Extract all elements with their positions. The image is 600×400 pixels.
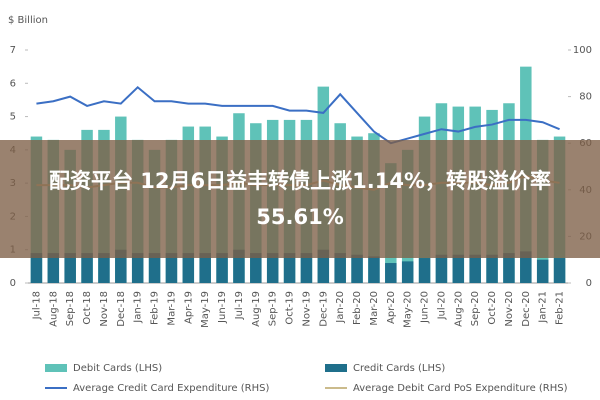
bar bbox=[165, 253, 178, 283]
bar bbox=[233, 249, 245, 283]
legend-label: Average Credit Card Expenditure (RHS) bbox=[73, 383, 269, 394]
x-tick-label: Jun-20 bbox=[420, 291, 431, 324]
bar bbox=[266, 253, 279, 283]
bar bbox=[283, 253, 296, 283]
bar bbox=[385, 263, 397, 283]
x-tick-label: Dec-18 bbox=[116, 291, 127, 327]
legend-swatch bbox=[45, 364, 67, 372]
bar bbox=[503, 253, 515, 283]
bar bbox=[115, 249, 127, 283]
x-tick-label: May-20 bbox=[403, 291, 414, 328]
bar bbox=[401, 261, 414, 283]
x-tick-label: Sep-19 bbox=[268, 291, 279, 326]
legend-label: Debit Cards (LHS) bbox=[73, 363, 162, 374]
x-tick-label: Sep-18 bbox=[65, 291, 76, 326]
x-tick-label: Nov-19 bbox=[301, 291, 312, 327]
x-tick-label: Mar-20 bbox=[369, 291, 380, 326]
y2-tick-label: 80 bbox=[579, 92, 592, 103]
x-tick-label: Jan-19 bbox=[133, 291, 144, 324]
banner-text: 55.61% bbox=[256, 205, 344, 229]
bar bbox=[300, 253, 313, 283]
y-tick-label: 7 bbox=[10, 45, 16, 56]
x-tick-label: Nov-18 bbox=[99, 291, 110, 327]
x-tick-label: Jul-18 bbox=[31, 291, 42, 320]
bar bbox=[368, 256, 380, 283]
bar bbox=[520, 251, 532, 283]
bar bbox=[553, 258, 566, 283]
line bbox=[36, 85, 560, 145]
x-tick-label: Feb-19 bbox=[150, 291, 161, 325]
x-tick-label: Apr-19 bbox=[183, 291, 194, 324]
legend-label: Average Debit Card PoS Expenditure (RHS) bbox=[353, 383, 568, 394]
bar bbox=[351, 254, 363, 283]
x-tick-label: Apr-20 bbox=[386, 291, 397, 324]
y-tick-label: 5 bbox=[10, 112, 16, 123]
bar bbox=[216, 253, 228, 283]
x-tick-label: May-19 bbox=[200, 291, 211, 328]
bar bbox=[131, 253, 144, 283]
y2-tick-label: 0 bbox=[586, 278, 592, 289]
x-tick-label: Oct-20 bbox=[487, 291, 498, 325]
x-tick-label: Oct-19 bbox=[285, 291, 296, 325]
x-tick-label: Feb-20 bbox=[352, 291, 363, 325]
y-tick-label: 0 bbox=[10, 278, 16, 289]
banner-text: 配资平台 12月6日益丰转债上涨1.14%，转股溢价率 bbox=[49, 169, 551, 193]
bar bbox=[250, 253, 262, 283]
legend-label: Credit Cards (LHS) bbox=[353, 363, 445, 374]
bar bbox=[435, 254, 448, 283]
x-tick-label: Dec-20 bbox=[521, 291, 532, 327]
bar bbox=[81, 253, 93, 283]
x-tick-label: Sep-20 bbox=[470, 291, 481, 326]
bar bbox=[98, 253, 110, 283]
x-tick-label: Nov-20 bbox=[504, 291, 515, 327]
x-tick-label: Aug-19 bbox=[251, 291, 262, 327]
bar bbox=[334, 253, 346, 283]
bar bbox=[47, 253, 60, 283]
x-tick-label: Oct-18 bbox=[82, 291, 93, 325]
bar bbox=[30, 253, 43, 283]
bar bbox=[317, 249, 330, 283]
overlay-banner: 配资平台 12月6日益丰转债上涨1.14%，转股溢价率 55.61% bbox=[0, 140, 600, 258]
bar bbox=[148, 253, 161, 283]
x-tick-label: Mar-19 bbox=[166, 291, 177, 326]
x-tick-label: Jan-20 bbox=[335, 291, 346, 324]
bar bbox=[418, 258, 431, 283]
bar bbox=[486, 254, 498, 283]
bar bbox=[536, 259, 549, 283]
x-tick-label: Jan-21 bbox=[538, 291, 549, 324]
x-tick-label: Feb-21 bbox=[555, 291, 566, 325]
bar bbox=[199, 253, 211, 283]
legend-swatch bbox=[325, 364, 347, 372]
x-tick-label: Jun-19 bbox=[217, 291, 228, 324]
bar bbox=[469, 254, 481, 283]
bar bbox=[452, 254, 465, 283]
bar bbox=[64, 253, 76, 283]
x-tick-label: Aug-20 bbox=[453, 291, 464, 327]
x-tick-label: Jul-20 bbox=[436, 291, 447, 320]
x-tick-label: Dec-19 bbox=[318, 291, 329, 327]
x-tick-label: Jul-19 bbox=[234, 291, 245, 320]
y2-tick-label: 100 bbox=[573, 45, 592, 56]
x-tick-label: Aug-18 bbox=[48, 291, 59, 327]
y-axis-label: $ Billion bbox=[8, 15, 48, 26]
y-tick-label: 6 bbox=[10, 78, 16, 89]
bar bbox=[182, 253, 195, 283]
